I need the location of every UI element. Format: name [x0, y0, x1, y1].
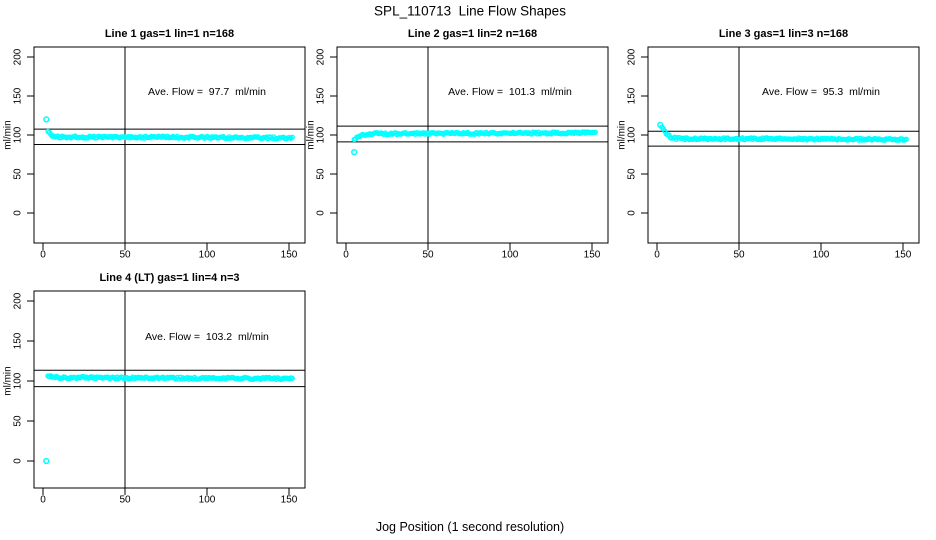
- ave-flow-annotation: Ave. Flow = 101.3 ml/min: [448, 86, 572, 99]
- subplot-2-graphics: [330, 46, 609, 250]
- ave-flow-annotation: Ave. Flow = 97.7 ml/min: [148, 86, 266, 99]
- x-tick-label: 100: [198, 249, 216, 261]
- outlier-point: [657, 121, 664, 129]
- x-tick-label: 0: [654, 249, 660, 261]
- x-tick-label: 150: [280, 494, 298, 506]
- y-tick-label: 150: [12, 332, 24, 350]
- y-tick-label: 0: [12, 210, 24, 216]
- y-tick-label: 150: [626, 87, 638, 105]
- x-tick-label: 50: [119, 249, 131, 261]
- flow-data-series: [45, 128, 295, 142]
- y-tick-label: 150: [315, 87, 327, 105]
- subplot-3-title: Line 3 gas=1 lin=3 n=168: [718, 28, 849, 40]
- x-tick-label: 150: [894, 249, 912, 261]
- subplot-3-graphics: [641, 46, 920, 250]
- x-tick-label: 100: [812, 249, 830, 261]
- x-tick-label: 0: [40, 249, 46, 261]
- x-tick-label: 100: [501, 249, 519, 261]
- x-tick-label: 100: [198, 494, 216, 506]
- flow-data-series: [45, 373, 295, 383]
- flow-data-series: [351, 129, 598, 143]
- main-title: SPL_110713 Line Flow Shapes: [374, 3, 566, 19]
- outlier-point: [351, 149, 358, 156]
- x-tick-label: 150: [280, 249, 298, 261]
- plot-box: [336, 46, 609, 244]
- y-tick-label: 200: [315, 48, 327, 66]
- y-tick-label: 100: [12, 126, 24, 144]
- x-tick-label: 0: [40, 494, 46, 506]
- x-tick-label: 50: [119, 494, 131, 506]
- y-tick-label: 50: [626, 168, 638, 180]
- y-tick-label: 100: [315, 126, 327, 144]
- y-tick-label: 0: [315, 210, 327, 216]
- subplot-4-graphics: [27, 290, 306, 495]
- plot-box: [33, 46, 306, 244]
- flow-data-series: [659, 124, 909, 143]
- plot-box: [33, 290, 306, 489]
- x-tick-label: 50: [422, 249, 434, 261]
- outlier-point: [43, 116, 50, 123]
- ave-flow-annotation: Ave. Flow = 103.2 ml/min: [145, 331, 269, 343]
- outlier-point: [43, 457, 50, 465]
- y-tick-label: 50: [315, 168, 327, 180]
- x-tick-label: 150: [583, 249, 601, 261]
- y-tick-label: 100: [626, 126, 638, 144]
- y-tick-label: 200: [626, 48, 638, 66]
- x-tick-label: 0: [343, 249, 349, 261]
- y-tick-label: 150: [12, 87, 24, 105]
- subplot-2-title: Line 2 gas=1 lin=2 n=168: [407, 28, 538, 40]
- x-axis-label: Jog Position (1 second resolution): [375, 520, 565, 534]
- x-tick-label: 50: [733, 249, 745, 261]
- subplot-1-title: Line 1 gas=1 lin=1 n=168: [104, 28, 235, 40]
- y-tick-label: 100: [12, 372, 24, 390]
- plot-box: [647, 46, 920, 244]
- subplot-4-title: Line 4 (LT) gas=1 lin=4 n=3: [99, 272, 240, 284]
- y-tick-label: 200: [12, 292, 24, 310]
- y-tick-label: 50: [12, 415, 24, 427]
- y-tick-label: 0: [626, 210, 638, 216]
- subplot-1-graphics: [27, 46, 306, 250]
- y-tick-label: 0: [12, 458, 24, 464]
- y-tick-label: 50: [12, 168, 24, 180]
- ave-flow-annotation: Ave. Flow = 95.3 ml/min: [762, 86, 880, 99]
- y-tick-label: 200: [12, 48, 24, 66]
